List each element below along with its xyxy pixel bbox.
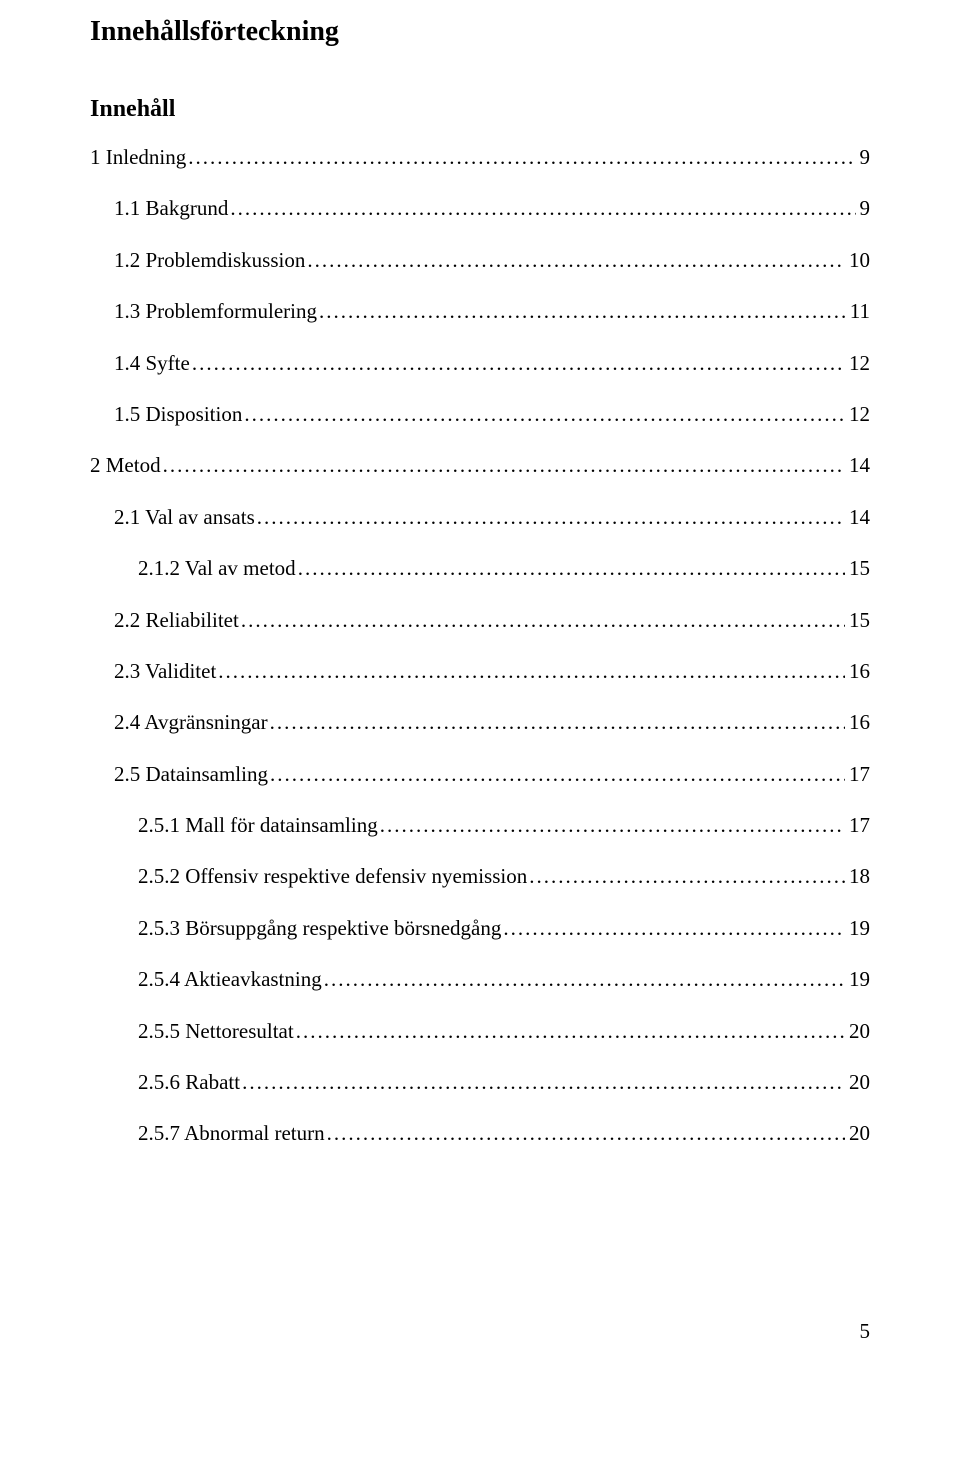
toc-entry: 2.1 Val av ansats ......................…: [90, 503, 870, 532]
toc-leader: ........................................…: [257, 503, 845, 532]
toc-leader: ........................................…: [270, 760, 845, 789]
toc-entry-label: 2.5 Datainsamling: [114, 760, 270, 789]
toc-entry-label: 2.5.2 Offensiv respektive defensiv nyemi…: [138, 862, 529, 891]
toc-entry: 2.5.4 Aktieavkastning ..................…: [90, 965, 870, 994]
toc-entry-page: 17: [845, 811, 870, 840]
toc-entry: 1.3 Problemformulering .................…: [90, 297, 870, 326]
toc-entry-label: 1.4 Syfte: [114, 349, 192, 378]
toc-leader: ........................................…: [319, 297, 846, 326]
toc-leader: ........................................…: [307, 246, 845, 275]
toc-entry-page: 20: [845, 1017, 870, 1046]
toc-entry-label: 1 Inledning: [90, 143, 188, 172]
toc-subheading: Innehåll: [90, 96, 870, 123]
page-title: Innehållsförteckning: [90, 16, 870, 48]
toc-entry-label: 2 Metod: [90, 451, 163, 480]
toc-entry-page: 18: [845, 862, 870, 891]
toc-entry: 2.3 Validitet ..........................…: [90, 657, 870, 686]
toc-entry-label: 2.5.7 Abnormal return: [138, 1119, 327, 1148]
toc-entry: 1 Inledning ............................…: [90, 143, 870, 172]
toc-entry: 2.5.3 Börsuppgång respektive börsnedgång…: [90, 914, 870, 943]
toc-entry: 2.1.2 Val av metod .....................…: [90, 554, 870, 583]
toc-entry-page: 20: [845, 1068, 870, 1097]
toc-entry-page: 19: [845, 965, 870, 994]
toc-leader: ........................................…: [230, 194, 855, 223]
toc-entry-label: 2.5.6 Rabatt: [138, 1068, 242, 1097]
toc-entry-label: 2.1 Val av ansats: [114, 503, 257, 532]
toc-entry-page: 11: [846, 297, 870, 326]
toc-entry: 2.5.2 Offensiv respektive defensiv nyemi…: [90, 862, 870, 891]
toc-entry-label: 2.2 Reliabilitet: [114, 606, 241, 635]
toc-entry: 2.5.1 Mall för datainsamling ...........…: [90, 811, 870, 840]
toc-entry-page: 9: [856, 143, 871, 172]
toc-entry-label: 1.3 Problemformulering: [114, 297, 319, 326]
toc-entry-label: 2.1.2 Val av metod: [138, 554, 298, 583]
toc-leader: ........................................…: [218, 657, 845, 686]
toc-entry-label: 2.5.4 Aktieavkastning: [138, 965, 324, 994]
toc-entry: 2.2 Reliabilitet .......................…: [90, 606, 870, 635]
toc-entry: 1.4 Syfte ..............................…: [90, 349, 870, 378]
toc-leader: ........................................…: [298, 554, 845, 583]
toc-leader: ........................................…: [503, 914, 845, 943]
toc-entry-label: 2.5.3 Börsuppgång respektive börsnedgång: [138, 914, 503, 943]
toc-entry: 1.1 Bakgrund ...........................…: [90, 194, 870, 223]
toc-leader: ........................................…: [241, 606, 845, 635]
toc-leader: ........................................…: [163, 451, 845, 480]
toc-entry: 2 Metod ................................…: [90, 451, 870, 480]
toc-entry-page: 20: [845, 1119, 870, 1148]
toc-entry: 2.4 Avgränsningar ......................…: [90, 708, 870, 737]
toc-entry-page: 15: [845, 606, 870, 635]
toc-entry-label: 2.3 Validitet: [114, 657, 218, 686]
toc-leader: ........................................…: [324, 965, 845, 994]
toc-entry: 2.5 Datainsamling ......................…: [90, 760, 870, 789]
toc-entry-page: 14: [845, 451, 870, 480]
toc-entry-label: 1.2 Problemdiskussion: [114, 246, 307, 275]
toc-leader: ........................................…: [296, 1017, 845, 1046]
toc-leader: ........................................…: [188, 143, 855, 172]
toc-leader: ........................................…: [242, 1068, 845, 1097]
toc-entry-page: 9: [856, 194, 871, 223]
toc-leader: ........................................…: [529, 862, 845, 891]
toc-entry-label: 2.4 Avgränsningar: [114, 708, 270, 737]
toc-entry: 1.5 Disposition ........................…: [90, 400, 870, 429]
toc-entry-label: 1.1 Bakgrund: [114, 194, 230, 223]
toc-entry-page: 12: [845, 349, 870, 378]
toc-entry-page: 16: [845, 708, 870, 737]
toc-entry-label: 2.5.1 Mall för datainsamling: [138, 811, 380, 840]
toc-leader: ........................................…: [192, 349, 845, 378]
toc-entry: 1.2 Problemdiskussion ..................…: [90, 246, 870, 275]
toc-entry-page: 17: [845, 760, 870, 789]
toc-leader: ........................................…: [380, 811, 845, 840]
toc-entry-label: 1.5 Disposition: [114, 400, 244, 429]
toc-entry-page: 19: [845, 914, 870, 943]
toc-leader: ........................................…: [327, 1119, 845, 1148]
toc-entry-page: 16: [845, 657, 870, 686]
toc-leader: ........................................…: [244, 400, 845, 429]
toc-entry-page: 15: [845, 554, 870, 583]
toc-entry-page: 14: [845, 503, 870, 532]
toc-entry: 2.5.5 Nettoresultat ....................…: [90, 1017, 870, 1046]
toc-leader: ........................................…: [270, 708, 845, 737]
page-number: 5: [90, 1319, 870, 1344]
toc-entry-page: 12: [845, 400, 870, 429]
toc-entry-label: 2.5.5 Nettoresultat: [138, 1017, 296, 1046]
toc-entry: 2.5.6 Rabatt ...........................…: [90, 1068, 870, 1097]
toc-entry: 2.5.7 Abnormal return ..................…: [90, 1119, 870, 1148]
toc-entry-page: 10: [845, 246, 870, 275]
toc-container: 1 Inledning ............................…: [90, 143, 870, 1149]
